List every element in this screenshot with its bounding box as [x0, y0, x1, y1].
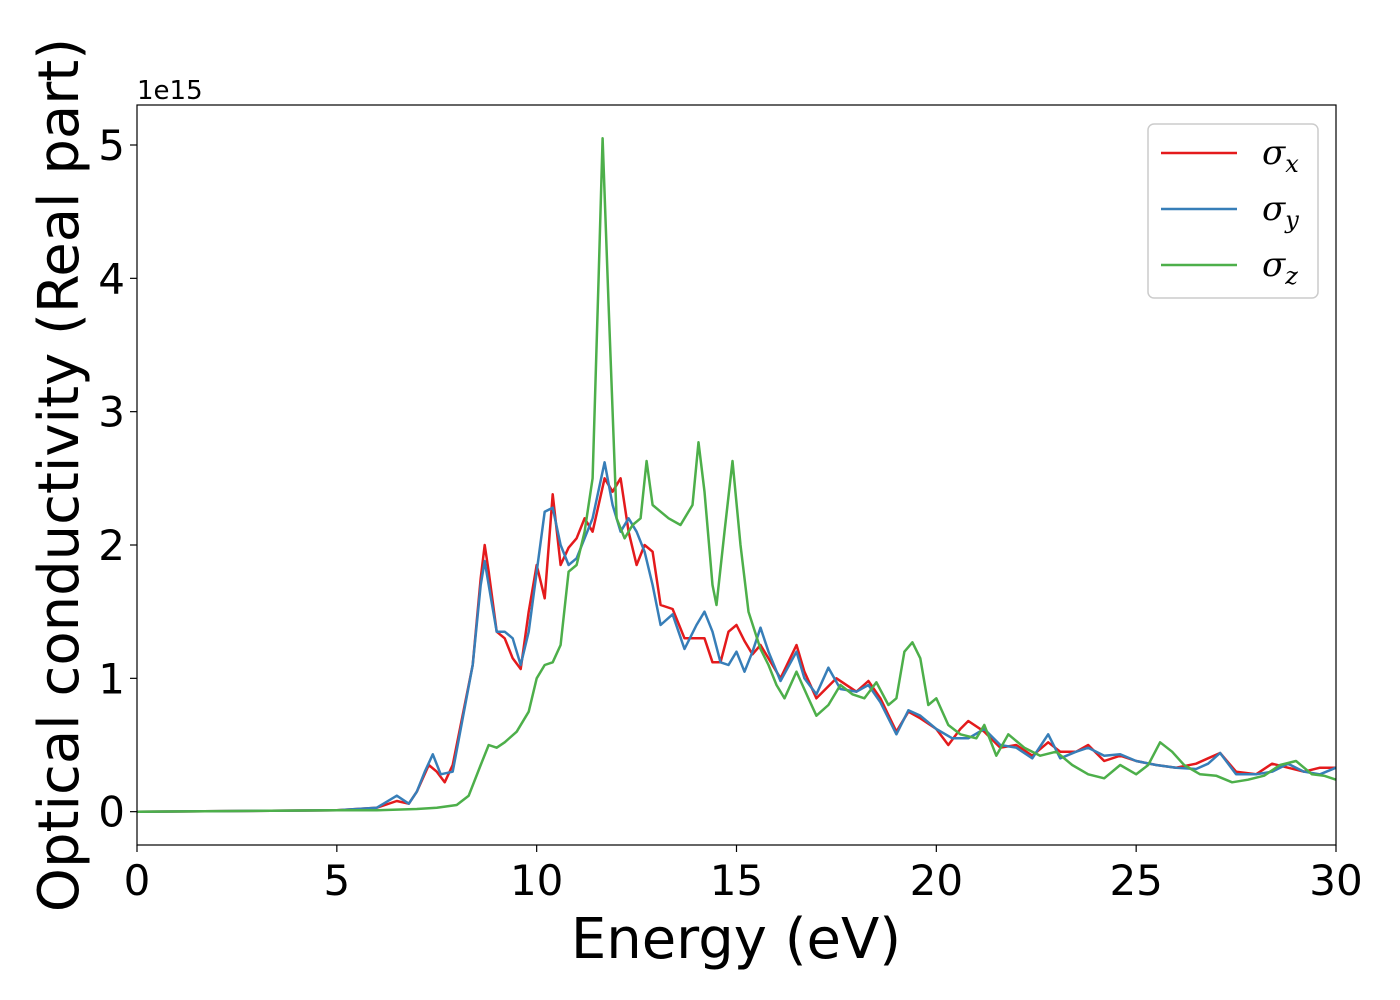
plot-area	[137, 105, 1336, 845]
y-tick-label: 3	[98, 388, 125, 437]
x-tick-label: 10	[510, 856, 563, 905]
y-offset-label: 1e15	[137, 76, 203, 106]
x-tick-label: 15	[710, 856, 763, 905]
x-tick-label: 5	[323, 856, 350, 905]
series-line-z	[136, 137, 1337, 813]
x-tick-label: 0	[124, 856, 151, 905]
legend-box	[1147, 123, 1319, 299]
x-tick-label: 20	[910, 856, 963, 905]
y-axis: 0 1 2 3 4 5	[98, 121, 137, 837]
y-tick-label: 4	[98, 254, 125, 303]
x-tick-label: 30	[1309, 856, 1362, 905]
y-tick-label: 0	[98, 788, 125, 837]
y-tick-label: 5	[98, 121, 125, 170]
x-axis: 0 5 10 15 20 25 30	[124, 845, 1363, 905]
y-tick-label: 1	[98, 654, 125, 703]
x-tick-label: 25	[1109, 856, 1162, 905]
x-axis-label: Energy (eV)	[571, 907, 901, 972]
series-layer	[136, 137, 1337, 813]
series-line-y	[136, 461, 1337, 813]
y-axis-label: Optical conductivity (Real part)	[27, 38, 92, 912]
y-tick-label: 2	[98, 521, 125, 570]
series-line-x	[136, 477, 1336, 813]
